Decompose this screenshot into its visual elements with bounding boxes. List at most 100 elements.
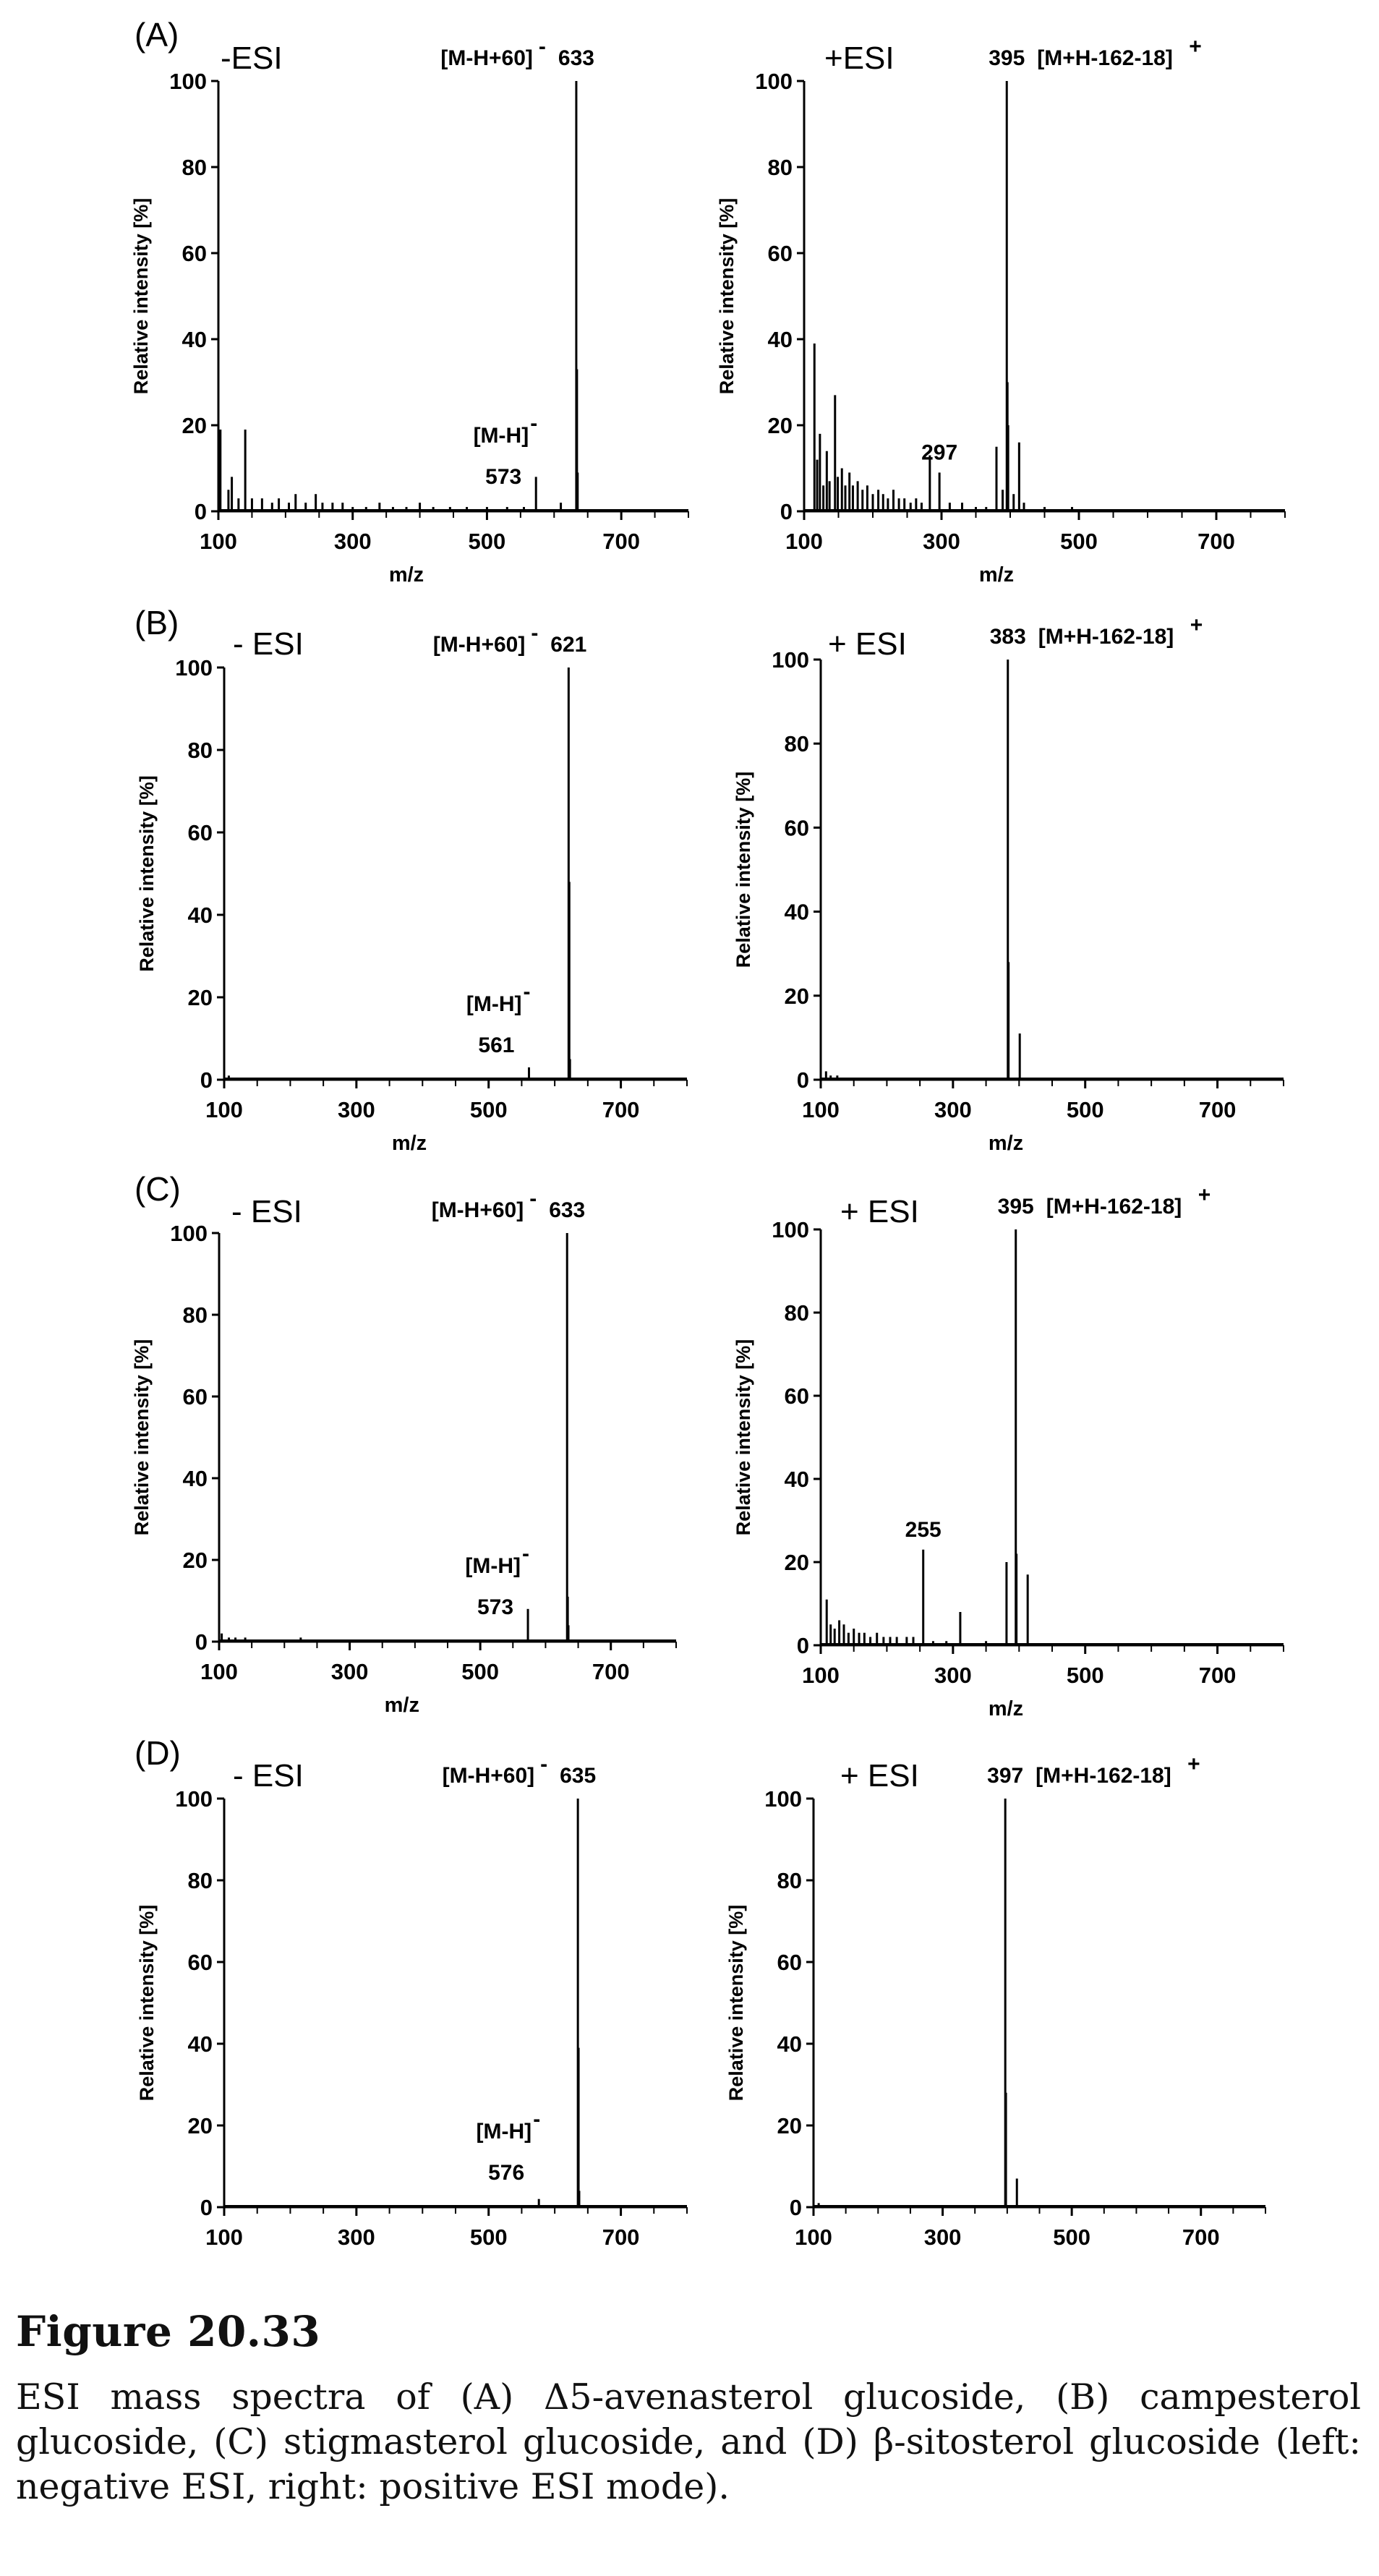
y-tick-label: 100 <box>772 647 809 673</box>
y-tick-label: 60 <box>785 815 809 840</box>
x-axis-label: m/z <box>389 563 424 587</box>
fragment-mz-label: 255 <box>905 1518 942 1542</box>
y-tick-label: 80 <box>785 731 809 756</box>
y-tick-label: 0 <box>780 499 793 524</box>
mass-spectra-figure: (A) -ESI 0 20 40 60 80 100 100 300 500 700 m/z Relati… <box>130 16 1286 2250</box>
spectrum-panel-5: (C) - ESI 0 20 40 60 80 100 100 300 500 700 m/z Relat… <box>131 1170 677 1717</box>
y-axis-label: Relative intensity [%] <box>130 198 152 395</box>
y-tick-label: 20 <box>777 2113 802 2138</box>
x-tick-label: 700 <box>602 529 640 554</box>
base-peak-mz-label: 395 <box>998 1195 1034 1219</box>
y-tick-label: 80 <box>785 1300 809 1326</box>
spectrum-panel-8: + ESI020406080100100300500700m/zRelative… <box>725 1752 1266 2250</box>
x-tick-label: 500 <box>461 1659 499 1684</box>
y-tick-label: 0 <box>797 1633 809 1658</box>
deprotonated-ion-mz-label: 561 <box>478 1033 514 1057</box>
y-tick-label: 20 <box>183 1548 208 1573</box>
deprotonated-ion-mz-label: 573 <box>485 465 521 489</box>
y-tick-label: 60 <box>183 1384 208 1409</box>
ionization-mode-label: -ESI <box>221 40 283 76</box>
adduct-ion-label: [M-H+60] <box>433 633 526 657</box>
ionization-mode-label: - ESI <box>233 1758 304 1794</box>
spectrum-panel-2: +ESI 0 20 40 60 80 100 100 300 500 700 m/z Relative … <box>716 35 1286 587</box>
x-tick-label: 100 <box>200 1659 238 1684</box>
deprotonated-ion-charge: - <box>533 2107 540 2131</box>
x-tick-label: 100 <box>802 1097 840 1122</box>
base-peak-mz-label: 397 <box>987 1764 1023 1788</box>
adduct-ion-charge: - <box>531 621 538 645</box>
y-tick-label: 100 <box>175 1786 213 1812</box>
spectrum-panel-7: (D)- ESI020406080100100300500700m/zRelat… <box>135 1734 688 2250</box>
base-peak-mz-label: 383 <box>990 625 1026 649</box>
fragment-mz-label: 297 <box>921 440 957 464</box>
fragment-ion-charge: + <box>1189 35 1202 59</box>
x-tick-label: 500 <box>1060 529 1098 554</box>
y-tick-label: 80 <box>777 1868 802 1893</box>
y-tick-label: 20 <box>188 985 213 1010</box>
deprotonated-ion-label: [M-H] <box>474 424 529 448</box>
adduct-ion-charge: - <box>540 1752 547 1776</box>
ionization-mode-label: + ESI <box>840 1194 919 1229</box>
x-tick-label: 700 <box>602 1097 640 1122</box>
x-tick-label: 300 <box>338 1097 375 1122</box>
y-axis-label: Relative intensity [%] <box>136 775 158 972</box>
x-tick-label: 300 <box>338 2225 375 2250</box>
x-tick-label: 500 <box>1067 1097 1104 1122</box>
y-tick-label: 0 <box>195 1629 208 1655</box>
deprotonated-ion-mz-label: 576 <box>488 2161 524 2185</box>
y-axis-label: Relative intensity [%] <box>136 1905 158 2102</box>
deprotonated-ion-charge: - <box>522 1542 529 1566</box>
y-tick-label: 0 <box>790 2195 802 2220</box>
x-tick-label: 700 <box>1199 1097 1237 1122</box>
figure-caption: ESI mass spectra of (A) Δ5-avenasterol g… <box>16 2376 1361 2507</box>
x-tick-label: 100 <box>205 2225 243 2250</box>
x-tick-label: 300 <box>924 2225 962 2250</box>
x-tick-label: 100 <box>200 529 237 554</box>
x-axis-label: m/z <box>385 1694 419 1717</box>
y-tick-label: 60 <box>188 1950 213 1975</box>
y-tick-label: 60 <box>777 1950 802 1975</box>
y-tick-label: 100 <box>170 1221 208 1246</box>
y-tick-label: 60 <box>188 820 213 845</box>
x-axis-label: m/z <box>989 1132 1023 1155</box>
x-tick-label: 100 <box>795 2225 832 2250</box>
x-axis-label: m/z <box>989 1697 1023 1720</box>
fragment-ion-label: [M+H-162-18] <box>1046 1195 1182 1219</box>
fragment-ion-charge: + <box>1187 1752 1200 1776</box>
x-tick-label: 700 <box>1199 1663 1237 1688</box>
fragment-ion-charge: + <box>1190 613 1203 637</box>
base-peak-mz-label: 621 <box>550 633 586 657</box>
y-tick-label: 80 <box>768 155 793 180</box>
fragment-ion-label: [M+H-162-18] <box>1038 625 1174 649</box>
y-tick-label: 20 <box>785 1550 809 1575</box>
y-tick-label: 40 <box>183 1466 208 1491</box>
y-tick-label: 0 <box>797 1067 809 1093</box>
x-tick-label: 300 <box>934 1097 972 1122</box>
ionization-mode-label: - ESI <box>233 626 304 662</box>
x-tick-label: 300 <box>923 529 960 554</box>
y-tick-label: 40 <box>182 327 207 352</box>
x-tick-label: 500 <box>470 1097 508 1122</box>
y-axis-label: Relative intensity [%] <box>725 1905 747 2102</box>
deprotonated-ion-label: [M-H] <box>465 1554 521 1578</box>
x-tick-label: 300 <box>334 529 372 554</box>
figure-title: Figure 20.33 <box>16 2307 321 2356</box>
y-tick-label: 40 <box>188 2031 213 2057</box>
y-tick-label: 40 <box>785 900 809 925</box>
x-axis-label: m/z <box>979 563 1014 587</box>
panel-letter: (C) <box>135 1170 181 1208</box>
y-axis-label: Relative intensity [%] <box>131 1339 153 1536</box>
base-peak-mz-label: 635 <box>560 1764 596 1788</box>
base-peak-mz-label: 395 <box>989 46 1025 70</box>
panel-letter: (A) <box>135 16 179 54</box>
y-tick-label: 100 <box>764 1786 802 1812</box>
x-tick-label: 700 <box>1182 2225 1220 2250</box>
y-tick-label: 20 <box>188 2113 213 2138</box>
x-tick-label: 100 <box>785 529 823 554</box>
y-axis-label: Relative intensity [%] <box>733 772 754 968</box>
ionization-mode-label: - ESI <box>231 1194 302 1229</box>
x-tick-label: 500 <box>470 2225 508 2250</box>
x-tick-label: 100 <box>205 1097 243 1122</box>
y-tick-label: 40 <box>785 1467 809 1492</box>
y-tick-label: 60 <box>785 1383 809 1409</box>
